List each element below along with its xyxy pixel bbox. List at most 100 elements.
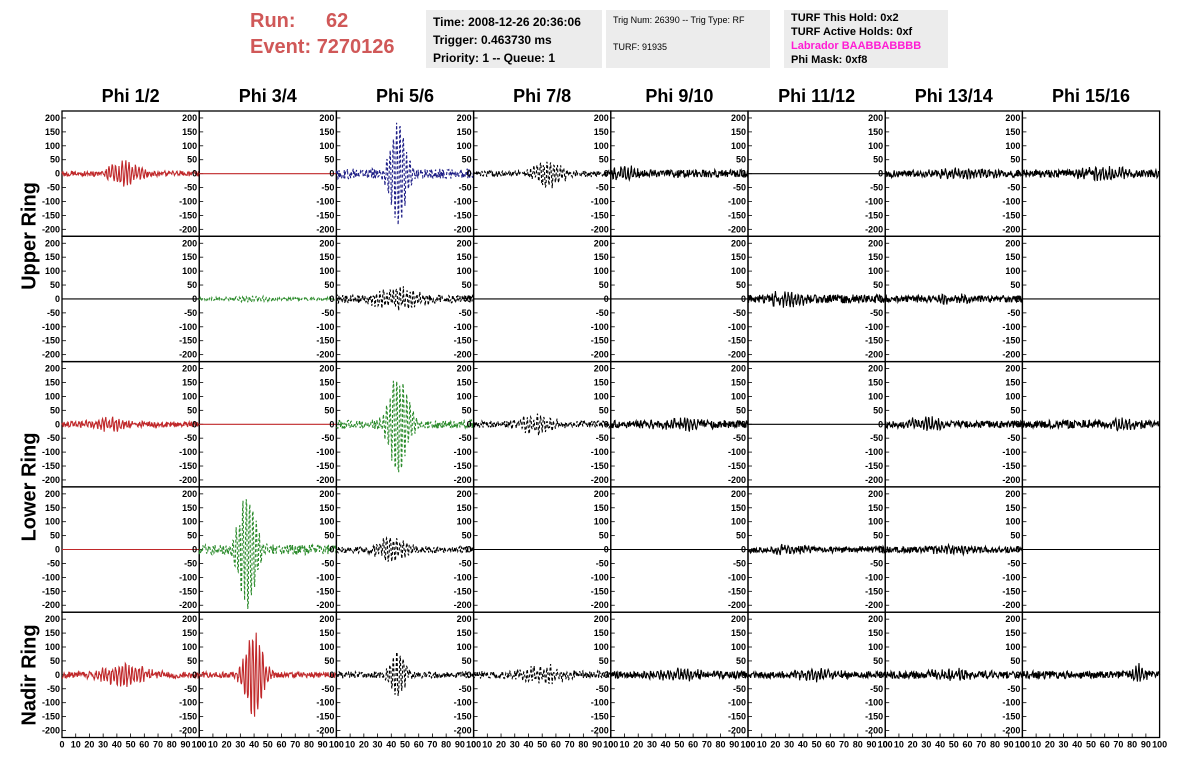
y-tick-label: 0 xyxy=(878,169,883,179)
y-tick-label: -50 xyxy=(184,308,197,318)
x-tick-label: 50 xyxy=(126,740,136,750)
x-tick-label: 20 xyxy=(908,740,918,750)
y-tick-label: -100 xyxy=(454,196,472,206)
y-tick-label: 50 xyxy=(462,656,472,666)
y-tick-label: -50 xyxy=(870,183,883,193)
y-tick-label: 150 xyxy=(182,377,197,387)
y-tick-label: -200 xyxy=(179,600,197,610)
x-tick-label: 40 xyxy=(112,740,122,750)
y-tick-label: -150 xyxy=(1002,586,1020,596)
waveform-series xyxy=(336,380,475,473)
y-tick-label: -100 xyxy=(454,447,472,457)
panel: -200 -150 -100 -50 0 50 100 150 200 xyxy=(454,611,612,739)
x-tick-label: 90 xyxy=(180,740,190,750)
x-tick-label: 60 xyxy=(825,740,835,750)
y-tick-label: -150 xyxy=(42,336,60,346)
y-tick-label: 100 xyxy=(731,642,746,652)
x-tick-label: 50 xyxy=(674,740,684,750)
y-tick-label: -50 xyxy=(321,558,334,568)
column-title: Phi 15/16 xyxy=(1051,86,1130,106)
waveform-series xyxy=(335,122,474,225)
x-tick-label: 20 xyxy=(1045,740,1055,750)
panel: -200 -150 -100 -50 0 50 100 150 200 xyxy=(42,360,200,488)
y-tick-label: 150 xyxy=(868,377,883,387)
y-tick-label: 0 xyxy=(604,169,609,179)
y-tick-label: 50 xyxy=(736,155,746,165)
y-tick-label: 200 xyxy=(1005,364,1020,374)
run-label: Run: xyxy=(250,10,296,32)
x-tick-label: 50 xyxy=(537,740,547,750)
y-tick-label: -50 xyxy=(1007,183,1020,193)
x-tick-label: 10 xyxy=(757,740,767,750)
y-tick-label: -200 xyxy=(454,600,472,610)
y-tick-label: 200 xyxy=(182,364,197,374)
y-tick-label: -150 xyxy=(1002,461,1020,471)
y-tick-label: -100 xyxy=(865,322,883,332)
waveform-series xyxy=(335,535,475,562)
x-tick-label: 90 xyxy=(1141,740,1151,750)
x-tick-label: 90 xyxy=(592,740,602,750)
panel: -200 -150 -100 -50 0 50 100 150 200 xyxy=(728,360,886,488)
y-tick-label: 100 xyxy=(319,141,334,151)
x-tick-label: 100 xyxy=(466,740,481,750)
y-tick-label: 150 xyxy=(45,127,60,137)
y-tick-label: -200 xyxy=(591,350,609,360)
x-tick-label: 50 xyxy=(400,740,410,750)
y-tick-label: -200 xyxy=(728,726,746,736)
y-tick-label: -200 xyxy=(591,475,609,485)
y-tick-label: -150 xyxy=(591,712,609,722)
waveform-series xyxy=(1021,165,1161,182)
y-tick-label: 0 xyxy=(55,670,60,680)
waveform-series xyxy=(1021,663,1161,682)
waveform-series xyxy=(1021,416,1161,432)
y-tick-label: 50 xyxy=(599,155,609,165)
y-tick-label: 0 xyxy=(467,419,472,429)
x-tick-label: 60 xyxy=(551,740,561,750)
y-tick-label: 0 xyxy=(55,169,60,179)
y-tick-label: 100 xyxy=(457,266,472,276)
y-tick-label: 150 xyxy=(45,628,60,638)
y-tick-label: 50 xyxy=(462,531,472,541)
trig-num-text: Trig Num: 26390 -- Trig Type: RF xyxy=(613,15,745,25)
y-tick-label: -200 xyxy=(1002,726,1020,736)
y-tick-label: -100 xyxy=(728,698,746,708)
panel: -200 -150 -100 -50 0 50 100 150 200 xyxy=(179,235,338,363)
y-tick-label: 150 xyxy=(1005,252,1020,262)
y-tick-label: 200 xyxy=(594,238,609,248)
y-tick-label: 50 xyxy=(50,531,60,541)
y-tick-label: -200 xyxy=(454,350,472,360)
y-tick-label: 150 xyxy=(594,377,609,387)
x-tick-label: 60 xyxy=(1100,740,1110,750)
waveform-series xyxy=(335,651,475,696)
y-tick-label: 200 xyxy=(457,489,472,499)
y-tick-label: 100 xyxy=(594,642,609,652)
y-tick-label: 150 xyxy=(182,252,197,262)
y-tick-label: 150 xyxy=(457,503,472,513)
y-tick-label: 0 xyxy=(604,670,609,680)
y-tick-label: 0 xyxy=(878,545,883,555)
y-tick-label: 150 xyxy=(319,628,334,638)
y-tick-label: 150 xyxy=(731,628,746,638)
y-tick-label: -150 xyxy=(179,461,197,471)
y-tick-label: 100 xyxy=(457,141,472,151)
y-tick-label: 200 xyxy=(731,614,746,624)
x-tick-label: 90 xyxy=(866,740,876,750)
waveform-series xyxy=(61,160,200,187)
column-title: Phi 9/10 xyxy=(645,86,714,106)
panel: -200 -150 -100 -50 0 50 100 150 200 xyxy=(728,110,886,237)
y-tick-label: 50 xyxy=(324,280,334,290)
y-tick-label: -200 xyxy=(179,726,197,736)
y-tick-label: 150 xyxy=(868,628,883,638)
y-tick-label: -100 xyxy=(1002,698,1020,708)
y-tick-label: -50 xyxy=(1007,558,1020,568)
y-tick-label: 150 xyxy=(868,252,883,262)
y-tick-label: 0 xyxy=(55,294,60,304)
panel: -200 -150 -100 -50 0 50 100 150 200 xyxy=(591,360,749,488)
x-tick-label: 40 xyxy=(386,740,396,750)
x-tick-label: 0 xyxy=(1020,740,1025,750)
panel: -200 -150 -100 -50 0 50 100 150 200 xyxy=(1002,486,1161,613)
y-tick-label: 0 xyxy=(1015,294,1020,304)
y-tick-label: -150 xyxy=(728,336,746,346)
y-tick-label: 200 xyxy=(45,113,60,123)
